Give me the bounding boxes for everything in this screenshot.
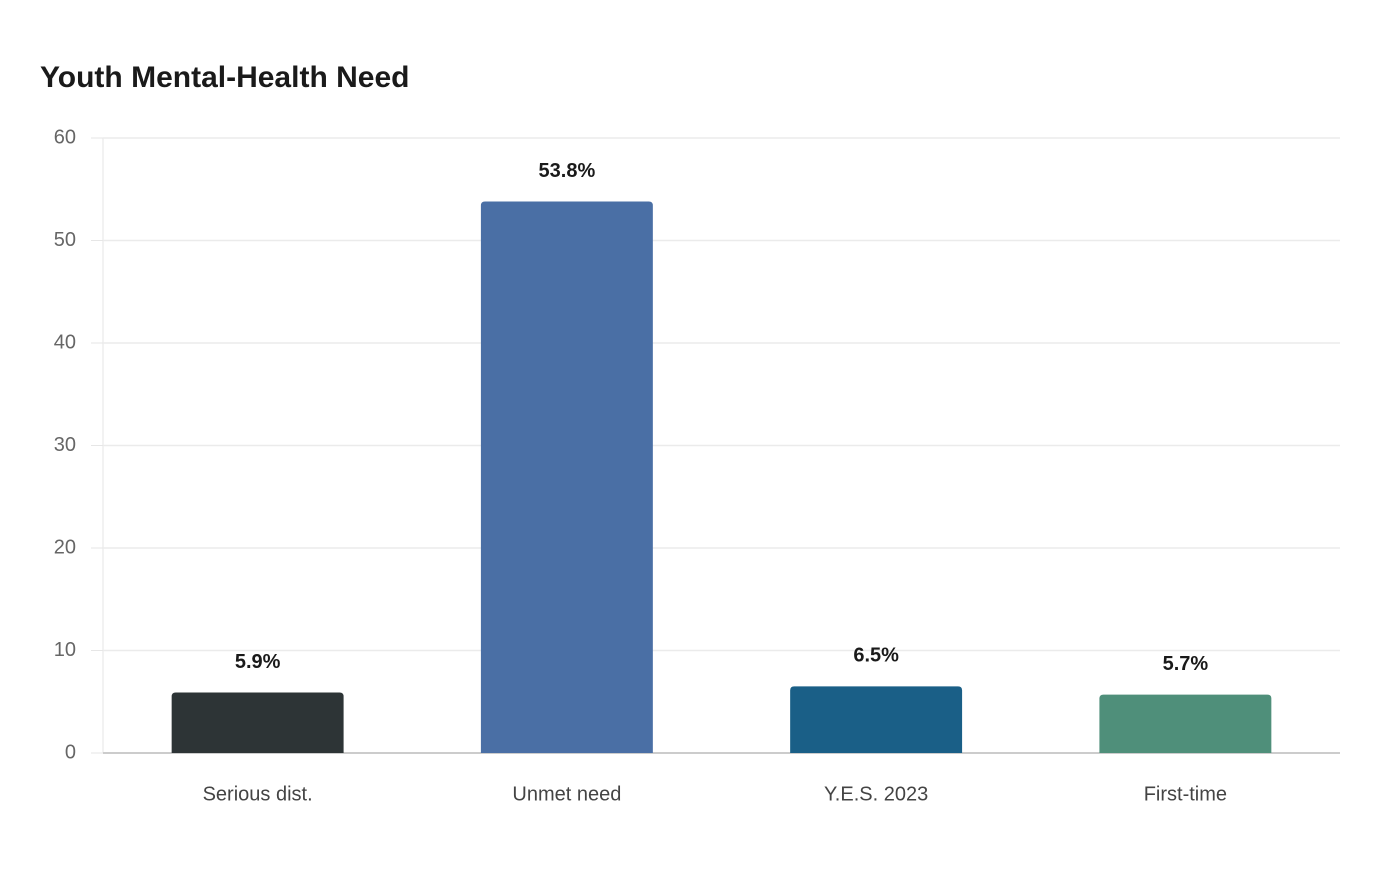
- y-tick-label: 30: [54, 434, 76, 456]
- bar: [790, 686, 963, 753]
- chart-title: Youth Mental-Health Need: [40, 61, 409, 94]
- x-tick-label: Unmet need: [512, 783, 621, 805]
- value-label: 53.8%: [539, 160, 596, 182]
- y-tick-label: 50: [54, 229, 76, 251]
- y-tick-label: 20: [54, 536, 76, 558]
- bar: [480, 201, 653, 754]
- y-tick-label: 10: [54, 639, 76, 661]
- y-tick-label: 40: [54, 331, 76, 353]
- value-label: 5.9%: [235, 651, 281, 673]
- y-tick-label: 60: [54, 126, 76, 148]
- y-tick-label: 0: [65, 741, 76, 763]
- bar: [171, 692, 344, 753]
- bar: [1099, 694, 1272, 753]
- value-label: 6.5%: [853, 645, 899, 667]
- x-tick-label: First-time: [1144, 783, 1227, 805]
- value-label: 5.7%: [1163, 653, 1209, 675]
- x-tick-label: Serious dist.: [203, 783, 313, 805]
- x-tick-label: Y.E.S. 2023: [824, 783, 928, 805]
